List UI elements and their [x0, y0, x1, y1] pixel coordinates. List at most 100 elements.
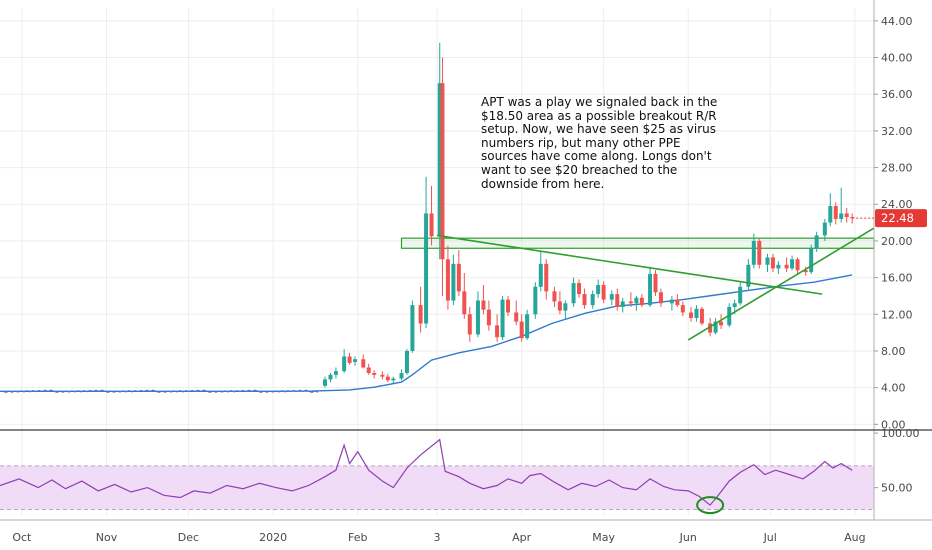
candle-body [828, 206, 833, 223]
candle-body [333, 371, 338, 375]
candle-body [803, 270, 808, 273]
x-tick-label: Apr [512, 531, 532, 544]
candle-body [628, 301, 633, 304]
rsi-line [0, 438, 853, 506]
rsi-axis[interactable]: 100.00 50.00 [874, 427, 920, 495]
candle-body [563, 303, 568, 311]
candle-body [372, 372, 377, 375]
candle-body [385, 376, 390, 381]
x-tick-label: 2020 [259, 531, 287, 544]
rsi-highlight-circle [696, 496, 725, 515]
x-tick-label: Oct [12, 531, 32, 544]
candle-body [708, 323, 713, 333]
candle-body [776, 264, 781, 269]
candle-body [675, 299, 680, 306]
candle-body [533, 286, 538, 315]
candle-body [577, 283, 582, 295]
candle-body [380, 374, 385, 377]
x-tick-label: May [592, 531, 615, 544]
support-zone-box [400, 237, 875, 249]
last-price-text: 22.48 [881, 211, 914, 225]
time-axis[interactable]: Oct Nov Dec 2020 Feb 3 Apr May Jun Jul Aug [12, 531, 865, 544]
candle-body [790, 259, 795, 269]
candle-body [814, 235, 819, 249]
trendline [436, 234, 823, 295]
candle-body [451, 263, 456, 301]
candle-body [615, 294, 620, 307]
candle-body [680, 305, 685, 313]
candle-body [850, 217, 855, 219]
candle-body [342, 356, 347, 372]
y-tick-label: 24.00 [881, 198, 913, 211]
candle-body [765, 257, 770, 265]
chart-frame [0, 0, 932, 521]
candle-body [440, 83, 445, 260]
y-tick-label: 8.00 [881, 345, 906, 358]
candle-body [732, 303, 737, 307]
candle-body [445, 259, 450, 301]
candles [323, 42, 855, 388]
candle-body [391, 378, 396, 381]
candle-body [456, 263, 461, 292]
candle-body [601, 284, 606, 300]
candle-body [495, 325, 500, 338]
candle-body [738, 286, 743, 304]
y-tick-label: 0.00 [881, 418, 906, 431]
y-tick-label: 12.00 [881, 308, 913, 321]
candle-body [694, 308, 699, 318]
candle-body [719, 321, 724, 326]
candle-body [784, 264, 789, 269]
candle-body [571, 283, 576, 304]
support-zone [400, 237, 875, 249]
candle-body [552, 291, 557, 302]
rsi-oversold-marker [696, 496, 725, 515]
candle-body [544, 263, 549, 292]
annotation-text: APT was a play we signaled back in the $… [481, 95, 718, 191]
candle-body [699, 308, 704, 324]
x-tick-label: Jun [679, 531, 697, 544]
price-axis[interactable]: 44.00 40.00 36.00 32.00 28.00 24.00 20.00 16.00… [874, 15, 913, 431]
x-tick-label: Dec [178, 531, 199, 544]
y-tick-label: 36.00 [881, 88, 913, 101]
candle-body [557, 301, 562, 311]
candle-body [822, 222, 827, 236]
candle-body [844, 213, 849, 218]
y-tick-label: 40.00 [881, 52, 913, 65]
y-tick-label: 28.00 [881, 162, 913, 175]
candle-body [404, 350, 409, 373]
candle-body [833, 206, 838, 219]
rsi-tick-label: 100.00 [881, 427, 920, 440]
candle-body [353, 359, 358, 362]
last-price-label: 22.48 [852, 209, 927, 228]
x-tick-label: 3 [434, 531, 441, 544]
last-price-tag [875, 209, 927, 228]
y-tick-label: 44.00 [881, 15, 913, 28]
x-tick-label: Aug [844, 531, 865, 544]
candle-body [538, 263, 543, 287]
candle-body [648, 273, 653, 306]
trendline [687, 227, 875, 341]
grid [0, 8, 874, 516]
candle-body [609, 294, 614, 300]
candle-body [590, 294, 595, 306]
candle-body [746, 264, 751, 287]
candle-body [582, 294, 587, 306]
candle-body [757, 240, 762, 265]
candle-body [418, 305, 423, 324]
candle-body [525, 314, 530, 339]
candle-body [429, 213, 434, 237]
candle-body [751, 240, 756, 265]
candle-body [669, 299, 674, 304]
y-tick-label: 16.00 [881, 272, 913, 285]
candle-body [500, 299, 505, 338]
candle-body [467, 314, 472, 335]
candle-body [770, 257, 775, 269]
y-tick-label: 32.00 [881, 125, 913, 138]
rsi-tick-label: 50.00 [881, 482, 913, 495]
candle-body [689, 312, 694, 318]
y-tick-label: 20.00 [881, 235, 913, 248]
candle-body [795, 259, 800, 271]
candle-body [486, 309, 491, 326]
candle-body [475, 300, 480, 335]
